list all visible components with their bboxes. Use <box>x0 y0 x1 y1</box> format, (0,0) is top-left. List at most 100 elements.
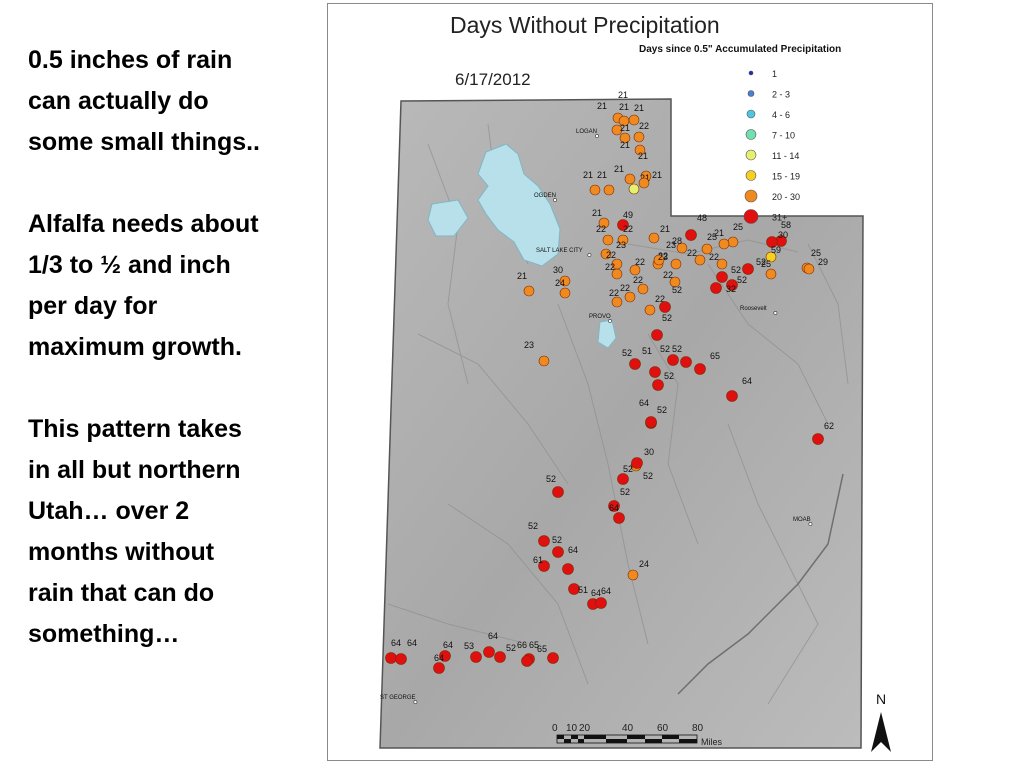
station-marker <box>628 114 640 126</box>
station-days-label: 25 <box>707 232 717 242</box>
station-marker <box>716 258 728 270</box>
station-marker <box>568 583 580 595</box>
paragraph-rain: 0.5 inches of rain can actually do some … <box>28 46 261 156</box>
station-marker <box>765 268 777 280</box>
station-marker <box>598 217 610 229</box>
station-marker <box>659 301 671 313</box>
station-marker <box>648 232 660 244</box>
station-days-label: 28 <box>672 236 682 246</box>
legend-swatch <box>748 70 754 76</box>
north-arrow-icon <box>871 712 891 752</box>
station-days-label: 22 <box>606 250 616 260</box>
legend-label: 11 - 14 <box>772 151 799 161</box>
station-marker <box>395 653 407 665</box>
station-days-label: 64 <box>391 638 401 648</box>
station-days-label: 65 <box>537 644 547 654</box>
station-days-label: 21 <box>620 140 630 150</box>
station-marker <box>433 662 445 674</box>
station-marker <box>617 234 629 246</box>
city-marker <box>587 253 592 257</box>
station-marker <box>624 173 636 185</box>
station-marker <box>638 177 650 189</box>
city-marker <box>413 700 418 704</box>
station-days-label: 52 <box>546 474 556 484</box>
station-marker <box>559 287 571 299</box>
station-days-label: 21 <box>714 228 724 238</box>
station-days-label: 51 <box>642 346 652 356</box>
city-label: Roosevelt <box>740 306 767 312</box>
station-marker <box>726 390 738 402</box>
station-days-label: 52 <box>672 285 682 295</box>
great-salt-lake <box>477 143 561 267</box>
station-days-label: 22 <box>658 251 668 261</box>
station-marker <box>603 184 615 196</box>
paragraph-pattern: This pattern takes in all but northern U… <box>28 415 242 648</box>
scale-segment <box>606 739 627 743</box>
scale-tick-label: 40 <box>622 723 634 734</box>
station-marker <box>716 271 728 283</box>
city-label: ST GEORGE <box>380 695 416 701</box>
station-marker <box>652 379 664 391</box>
station-marker <box>694 363 706 375</box>
station-days-label: 21 <box>638 151 648 161</box>
station-days-label: 22 <box>623 224 633 234</box>
station-marker <box>726 279 738 291</box>
station-marker <box>631 457 643 469</box>
city-label: OGDEN <box>534 193 556 199</box>
station-days-label: 64 <box>591 588 601 598</box>
station-days-label: 24 <box>555 278 565 288</box>
station-days-label: 48 <box>697 213 707 223</box>
station-marker <box>562 563 574 575</box>
station-marker <box>552 546 564 558</box>
city-marker <box>808 522 813 526</box>
slide-text: 0.5 inches of rain can actually do some … <box>28 40 313 696</box>
city-label: LOGAN <box>576 129 597 135</box>
scale-bar: 0 10 20 40 60 80 Miles <box>552 723 723 747</box>
city-label: PROVO <box>589 314 611 320</box>
station-marker <box>680 356 692 368</box>
station-days-label: 21 <box>619 102 629 112</box>
station-marker <box>611 296 623 308</box>
scale-segment <box>584 735 606 739</box>
legend-label: 20 - 30 <box>772 192 800 202</box>
station-marker <box>559 275 571 287</box>
station-days-label: 22 <box>635 257 645 267</box>
station-marker <box>385 652 397 664</box>
station-days-label: 58 <box>781 220 791 230</box>
station-days-label: 64 <box>568 545 578 555</box>
station-days-label: 24 <box>639 559 649 569</box>
station-days-label: 52 <box>622 348 632 358</box>
station-marker <box>439 650 451 662</box>
scale-segment <box>564 739 571 743</box>
salt-lake-west-lobe <box>427 199 469 237</box>
station-days-label: 52 <box>664 371 674 381</box>
station-marker <box>694 254 706 266</box>
legend-swatch <box>745 129 757 140</box>
station-marker <box>470 651 482 663</box>
station-days-label: 64 <box>434 653 444 663</box>
legend-label: 4 - 6 <box>772 110 790 120</box>
station-days-label: 64 <box>488 631 498 641</box>
station-layer: 2121212121222121212121212121492222232222… <box>385 90 834 674</box>
station-marker <box>644 304 656 316</box>
station-days-label: 21 <box>597 101 607 111</box>
scale-segment <box>645 739 662 743</box>
legend-swatch <box>746 109 756 119</box>
station-days-label: 64 <box>601 586 611 596</box>
station-days-label: 64 <box>639 398 649 408</box>
station-days-label: 52 <box>756 257 766 267</box>
station-days-label: 66 <box>517 640 527 650</box>
map-figure: Days Without Precipitation 6/17/2012 Day… <box>327 3 933 761</box>
station-marker <box>602 234 614 246</box>
station-marker <box>611 124 623 136</box>
station-days-label: 52 <box>643 471 653 481</box>
station-days-label: 29 <box>818 257 828 267</box>
station-marker <box>633 131 645 143</box>
station-days-label: 21 <box>592 208 602 218</box>
station-marker <box>523 285 535 297</box>
station-marker <box>613 512 625 524</box>
station-days-label: 52 <box>528 521 538 531</box>
station-days-label: 59 <box>771 245 781 255</box>
station-marker <box>765 251 777 263</box>
station-marker <box>701 243 713 255</box>
